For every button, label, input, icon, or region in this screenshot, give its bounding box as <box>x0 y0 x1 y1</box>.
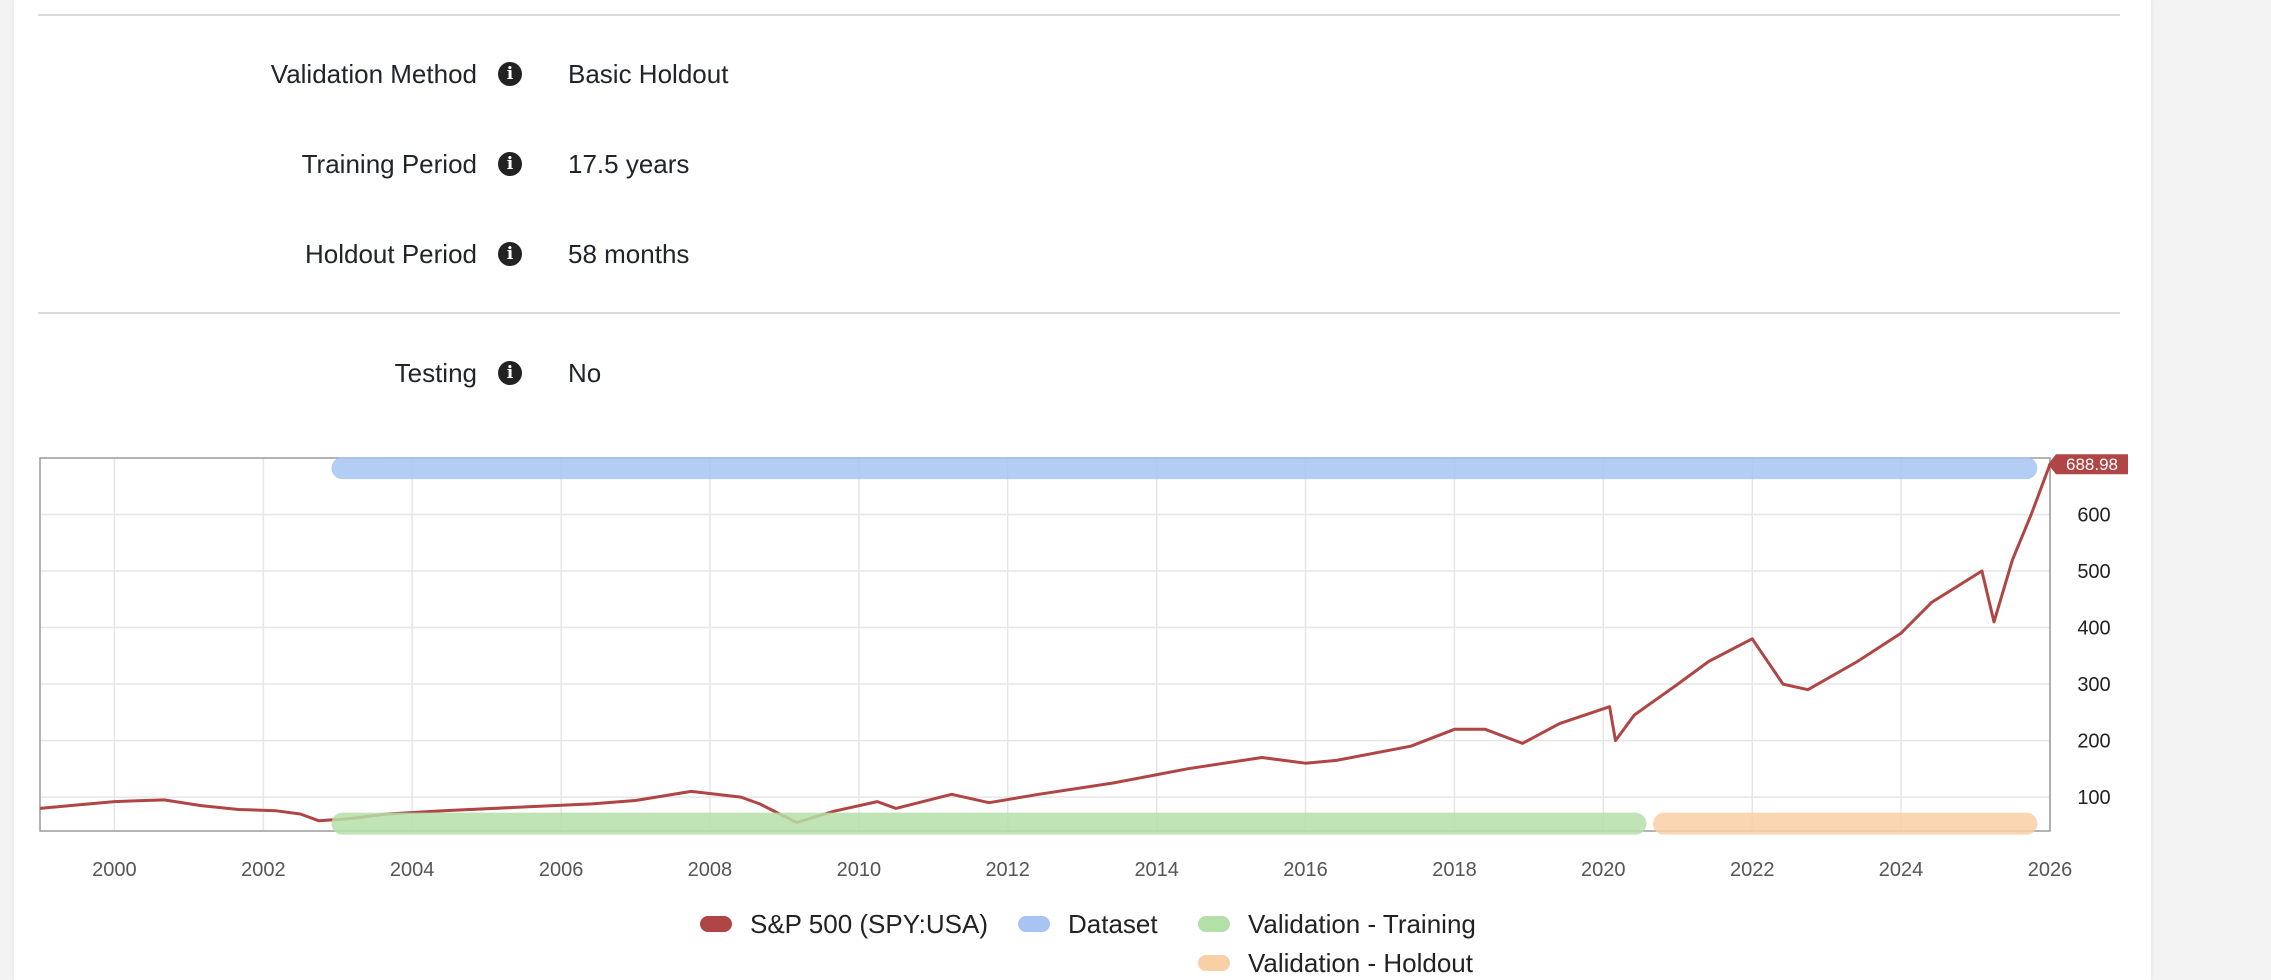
info-icon[interactable]: i <box>498 152 522 176</box>
setting-label: Training Period <box>301 149 477 179</box>
x-tick-label: 2004 <box>390 859 435 881</box>
setting-value: 58 months <box>568 239 690 269</box>
range-bar-validation-training <box>331 812 1647 835</box>
price-chart[interactable]: 2000 2002 2004 2006 2008 2010 2012 2014 2016 2018… <box>0 440 2271 890</box>
x-tick-label: 2002 <box>241 859 286 881</box>
top-divider <box>38 14 2120 16</box>
x-tick-label: 2024 <box>1879 859 1924 881</box>
x-tick-label: 2012 <box>985 859 1030 881</box>
x-tick-label: 2010 <box>837 859 882 881</box>
y-tick-label: 600 <box>2077 505 2110 527</box>
legend-label: S&P 500 (SPY:USA) <box>750 909 988 939</box>
y-tick-label: 200 <box>2077 731 2110 753</box>
x-tick-label: 2020 <box>1581 859 1626 881</box>
settings-row-holdout-period: Holdout Period i 58 months <box>38 234 2120 274</box>
info-icon[interactable]: i <box>498 361 522 385</box>
last-value-marker <box>2048 454 2128 475</box>
info-icon[interactable]: i <box>498 62 522 86</box>
setting-label: Validation Method <box>270 59 477 89</box>
x-tick-label: 2018 <box>1432 859 1477 881</box>
x-tick-label: 2026 <box>2028 859 2073 881</box>
setting-label: Holdout Period <box>305 239 477 269</box>
plot-area <box>40 458 2050 831</box>
info-icon[interactable]: i <box>498 242 522 266</box>
setting-value: Basic Holdout <box>568 59 729 89</box>
last-value-label: 688.98 <box>2066 455 2118 474</box>
series-line-sp500 <box>39 463 2052 824</box>
legend-label: Validation - Training <box>1248 909 1476 939</box>
settings-row-testing: Testing i No <box>38 353 2120 393</box>
x-tick-label: 2000 <box>92 859 137 881</box>
setting-label: Testing <box>394 358 477 388</box>
y-tick-label: 400 <box>2077 618 2110 640</box>
x-tick-label: 2016 <box>1283 859 1328 881</box>
legend-swatch <box>1018 916 1050 932</box>
setting-value: No <box>568 358 602 388</box>
x-tick-label: 2006 <box>539 859 584 881</box>
y-tick-label: 500 <box>2077 561 2110 583</box>
range-bar-validation-holdout <box>1652 812 2038 835</box>
settings-row-training-period: Training Period i 17.5 years <box>38 144 2120 184</box>
setting-value: 17.5 years <box>568 149 690 179</box>
range-bar-dataset <box>331 457 2038 480</box>
legend-swatch <box>1198 916 1230 932</box>
y-tick-label: 100 <box>2077 787 2110 809</box>
section-divider <box>38 312 2120 314</box>
x-tick-label: 2014 <box>1134 859 1179 881</box>
y-tick-label: 300 <box>2077 674 2110 696</box>
x-tick-label: 2008 <box>688 859 733 881</box>
legend-label: Validation - Holdout <box>1248 948 1473 978</box>
legend-swatch <box>700 916 732 932</box>
chart-legend: S&P 500 (SPY:USA) Dataset Validation - T… <box>0 895 2271 980</box>
legend-label: Dataset <box>1068 909 1158 939</box>
x-tick-label: 2022 <box>1730 859 1775 881</box>
settings-row-validation-method: Validation Method i Basic Holdout <box>38 54 2120 94</box>
legend-swatch <box>1198 955 1230 971</box>
